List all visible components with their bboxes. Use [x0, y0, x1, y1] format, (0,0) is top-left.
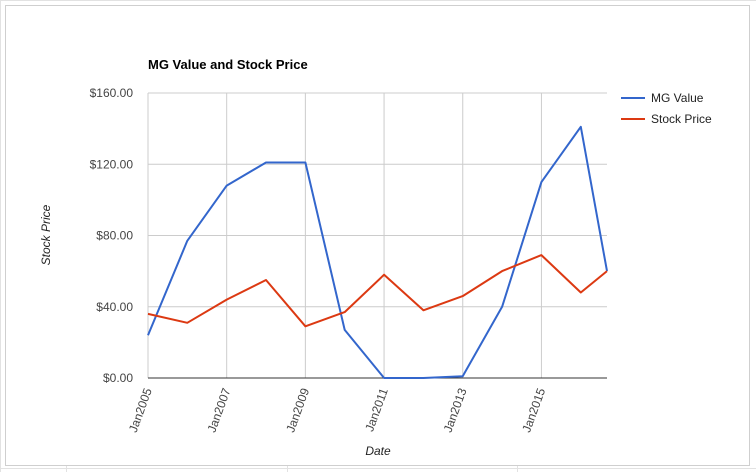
- chart-title: MG Value and Stock Price: [148, 57, 308, 72]
- series-line-stock-price: [147, 254, 608, 328]
- y-tick-label: $80.00: [96, 229, 133, 243]
- y-tick-label: $40.00: [96, 300, 133, 314]
- x-tick-label: Jan2005: [126, 386, 155, 434]
- x-tick-label: Jan2013: [441, 386, 470, 434]
- legend[interactable]: MG Value Stock Price: [621, 91, 712, 126]
- y-axis-ticks: $0.00 $40.00 $80.00 $120.00 $160.00: [90, 86, 134, 385]
- series-line-mg-value: [147, 125, 608, 379]
- y-axis-label: Stock Price: [39, 204, 53, 265]
- y-tick-label: $160.00: [90, 86, 134, 100]
- grid-lines: [147, 92, 607, 379]
- x-axis-label: Date: [365, 444, 391, 458]
- y-tick-label: $0.00: [103, 371, 133, 385]
- legend-label-mg-value[interactable]: MG Value: [651, 91, 704, 105]
- x-tick-label: Jan2011: [362, 386, 391, 434]
- x-tick-label: Jan2009: [283, 386, 312, 434]
- series-lines: [147, 125, 608, 379]
- y-tick-label: $120.00: [90, 157, 134, 171]
- x-tick-label: Jan2007: [205, 386, 234, 434]
- x-tick-label: Jan2015: [519, 386, 548, 434]
- x-axis-ticks: Jan2005 Jan2007 Jan2009 Jan2011 Jan2013 Jan20…: [126, 386, 548, 434]
- legend-label-stock-price[interactable]: Stock Price: [651, 112, 712, 126]
